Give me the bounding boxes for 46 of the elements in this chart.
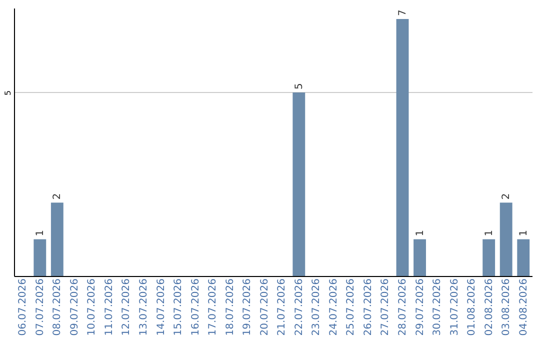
x-tick-label: 31.07.2026	[449, 278, 460, 336]
data-label: 2	[501, 193, 512, 200]
bar	[500, 202, 512, 276]
bar	[34, 239, 46, 276]
x-tick-label: 12.07.2026	[121, 278, 132, 336]
x-tick-label: 11.07.2026	[104, 278, 115, 336]
data-label: 1	[484, 230, 495, 236]
x-tick-label: 08.07.2026	[52, 278, 64, 336]
x-tick-label: 03.08.2026	[501, 278, 512, 336]
x-tick-label: 01.08.2026	[466, 278, 478, 336]
x-tick-label: 19.07.2026	[242, 278, 254, 336]
data-label: 2	[52, 193, 64, 200]
x-tick-label: 13.07.2026	[138, 278, 150, 336]
data-label: 1	[34, 230, 46, 236]
x-tick-label: 29.07.2026	[414, 278, 426, 336]
data-label: 1	[414, 230, 426, 236]
x-tick-label: 16.07.2026	[190, 278, 202, 336]
x-tick-label: 23.07.2026	[311, 278, 322, 336]
x-tick-label: 20.07.2026	[259, 278, 270, 336]
x-tick-label: 09.07.2026	[69, 278, 80, 336]
bar	[292, 92, 306, 276]
bar	[482, 239, 496, 276]
x-tick-label: 14.07.2026	[156, 278, 167, 336]
data-label: 7	[398, 10, 408, 16]
x-tick-label: 07.07.2026	[34, 278, 46, 336]
x-tick-label: 04.08.2026	[518, 278, 530, 336]
x-tick-label: 18.07.2026	[224, 278, 236, 336]
x-tick-label: 22.07.2026	[294, 278, 305, 336]
x-tick-label: 28.07.2026	[398, 278, 408, 336]
x-tick-label: 10.07.2026	[86, 278, 98, 336]
bar	[396, 19, 409, 276]
x-tick-label: 15.07.2026	[173, 278, 184, 336]
x-tick-label: 30.07.2026	[432, 278, 444, 336]
data-label: 1	[518, 230, 530, 236]
bar	[414, 239, 426, 276]
bar	[50, 202, 64, 276]
x-tick-label: 21.07.2026	[276, 278, 288, 336]
x-tick-label: 27.07.2026	[380, 278, 392, 336]
x-tick-label: 17.07.2026	[208, 278, 219, 336]
x-tick-label: 02.08.2026	[484, 278, 495, 336]
data-label: 5	[294, 83, 305, 90]
x-tick-label: 06.07.2026	[18, 278, 29, 336]
x-tick-label: 24.07.2026	[328, 278, 340, 336]
x-tick-label: 26.07.2026	[362, 278, 374, 336]
x-tick-label: 25.07.2026	[346, 278, 357, 336]
bar	[517, 239, 530, 276]
